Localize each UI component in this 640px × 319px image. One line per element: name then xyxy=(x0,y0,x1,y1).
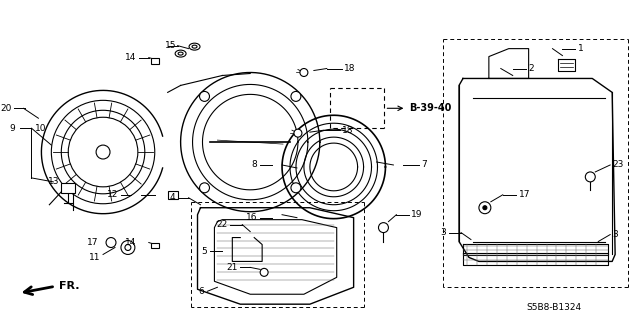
Text: 11: 11 xyxy=(88,253,100,262)
Ellipse shape xyxy=(178,52,183,55)
Circle shape xyxy=(479,202,491,214)
Circle shape xyxy=(121,241,135,255)
Text: 17: 17 xyxy=(86,238,98,247)
Text: 3: 3 xyxy=(612,230,618,239)
Text: S5B8-B1324: S5B8-B1324 xyxy=(526,303,581,312)
Text: 18: 18 xyxy=(344,64,355,73)
Text: 15: 15 xyxy=(164,41,176,50)
Circle shape xyxy=(200,92,209,101)
Circle shape xyxy=(125,245,131,250)
Text: 6: 6 xyxy=(199,287,204,296)
Circle shape xyxy=(96,145,110,159)
Circle shape xyxy=(294,129,302,137)
Text: 12: 12 xyxy=(107,190,118,199)
Text: 21: 21 xyxy=(226,263,237,272)
Text: B-39-40: B-39-40 xyxy=(410,103,452,113)
Text: 16: 16 xyxy=(246,213,257,222)
Text: 18: 18 xyxy=(342,126,353,135)
Ellipse shape xyxy=(189,43,200,50)
Circle shape xyxy=(378,223,388,233)
Text: 5: 5 xyxy=(202,247,207,256)
Circle shape xyxy=(586,172,595,182)
Text: 8: 8 xyxy=(252,160,257,169)
Circle shape xyxy=(106,238,116,248)
Ellipse shape xyxy=(192,45,197,48)
Bar xyxy=(151,242,159,249)
Text: 20: 20 xyxy=(0,104,12,113)
Text: 23: 23 xyxy=(612,160,623,169)
Bar xyxy=(168,191,178,199)
Text: 1: 1 xyxy=(579,44,584,53)
Ellipse shape xyxy=(175,50,186,57)
Circle shape xyxy=(260,268,268,276)
Text: 7: 7 xyxy=(421,160,427,169)
Text: 22: 22 xyxy=(216,220,227,229)
Circle shape xyxy=(300,69,308,77)
Circle shape xyxy=(291,92,301,101)
Circle shape xyxy=(200,183,209,193)
Text: 14: 14 xyxy=(125,53,136,62)
Text: 10: 10 xyxy=(35,124,47,133)
Circle shape xyxy=(483,206,487,210)
Text: 2: 2 xyxy=(529,64,534,73)
Text: 4: 4 xyxy=(170,193,175,202)
Text: 14: 14 xyxy=(125,238,136,247)
Text: 13: 13 xyxy=(49,177,60,186)
Text: FR.: FR. xyxy=(60,281,80,291)
Bar xyxy=(61,183,76,193)
Text: 3: 3 xyxy=(440,228,446,237)
Bar xyxy=(151,57,159,63)
Circle shape xyxy=(291,183,301,193)
Text: 9: 9 xyxy=(10,124,15,133)
Text: 19: 19 xyxy=(412,210,423,219)
Text: 17: 17 xyxy=(518,190,530,199)
